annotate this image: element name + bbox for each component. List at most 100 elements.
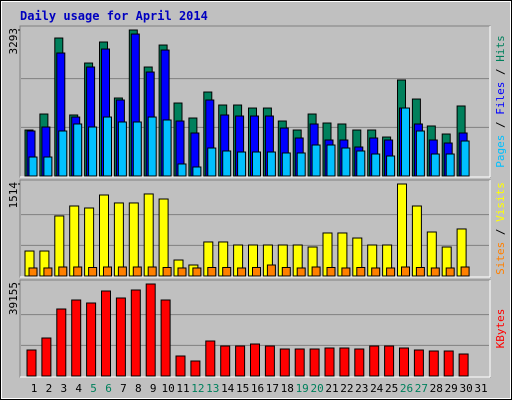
legend-entry: Files bbox=[494, 82, 507, 115]
legend: KBytes bbox=[494, 309, 507, 349]
bar bbox=[401, 107, 410, 177]
bar bbox=[160, 299, 171, 377]
bar bbox=[43, 156, 53, 177]
x-tick-label: 13 bbox=[206, 382, 219, 395]
x-tick-label: 23 bbox=[355, 382, 368, 395]
bar bbox=[458, 353, 469, 377]
bar bbox=[88, 266, 98, 277]
x-tick-label: 7 bbox=[120, 382, 127, 395]
bar bbox=[117, 121, 127, 177]
x-tick-label: 4 bbox=[75, 382, 82, 395]
legend-entry: Visits bbox=[494, 182, 507, 222]
legend: Sites / Visits bbox=[494, 182, 507, 275]
bar bbox=[296, 152, 306, 177]
bar bbox=[235, 345, 246, 377]
bar bbox=[401, 266, 410, 277]
x-tick-label: 2 bbox=[46, 382, 53, 395]
x-tick-label: 29 bbox=[445, 382, 458, 395]
bar bbox=[294, 348, 305, 377]
legend-entry: KBytes bbox=[494, 309, 507, 349]
bar bbox=[207, 147, 217, 177]
bar bbox=[415, 130, 425, 177]
bar bbox=[237, 267, 247, 277]
bar bbox=[158, 198, 169, 277]
bar bbox=[205, 340, 216, 377]
bar bbox=[88, 126, 98, 177]
x-tick-label: 1 bbox=[31, 382, 38, 395]
legend-entry: Hits bbox=[494, 35, 507, 62]
bar bbox=[266, 151, 276, 177]
bar bbox=[354, 348, 365, 377]
bar bbox=[326, 266, 336, 277]
bar bbox=[430, 153, 440, 177]
bar bbox=[130, 289, 141, 377]
x-tick-label: 28 bbox=[430, 382, 443, 395]
bar bbox=[117, 266, 127, 277]
bar bbox=[326, 144, 336, 177]
x-tick-label: 11 bbox=[176, 382, 189, 395]
x-tick-label: 24 bbox=[370, 382, 384, 395]
bar bbox=[386, 155, 396, 177]
x-tick-label: 16 bbox=[251, 382, 264, 395]
bar bbox=[69, 205, 80, 277]
x-tick-label: 27 bbox=[415, 382, 428, 395]
bar bbox=[460, 140, 470, 177]
x-tick-label: 22 bbox=[340, 382, 353, 395]
x-tick-label: 18 bbox=[281, 382, 294, 395]
x-tick-label: 10 bbox=[161, 382, 174, 395]
bar bbox=[428, 350, 439, 377]
legend-entry: Sites bbox=[494, 242, 507, 275]
bar bbox=[311, 266, 321, 277]
bar bbox=[115, 297, 126, 377]
bar bbox=[339, 347, 350, 377]
bar bbox=[128, 202, 139, 277]
x-tick-label: 3 bbox=[60, 382, 67, 395]
bar bbox=[369, 345, 380, 377]
bar bbox=[413, 349, 424, 377]
bar bbox=[162, 119, 172, 177]
bar bbox=[252, 151, 261, 177]
bar bbox=[309, 348, 320, 377]
y-tick-label: 1514 bbox=[7, 182, 20, 209]
bar bbox=[266, 264, 276, 277]
bar bbox=[86, 302, 97, 377]
bar bbox=[28, 267, 38, 277]
bar bbox=[281, 152, 291, 177]
bar bbox=[56, 308, 67, 377]
bar bbox=[147, 266, 157, 277]
legend-separator: / bbox=[494, 62, 507, 82]
bar bbox=[397, 183, 407, 277]
x-tick-label: 20 bbox=[310, 382, 323, 395]
x-tick-label: 19 bbox=[296, 382, 309, 395]
bar bbox=[73, 266, 83, 277]
bar bbox=[237, 151, 247, 177]
bar bbox=[460, 266, 470, 277]
bar bbox=[99, 194, 109, 277]
bar bbox=[430, 267, 440, 277]
bar bbox=[264, 345, 275, 377]
y-tick-label: 3293 bbox=[7, 28, 20, 55]
bar bbox=[147, 116, 157, 177]
bar bbox=[296, 267, 306, 277]
bar bbox=[192, 267, 202, 277]
bar bbox=[26, 349, 37, 377]
x-tick-label: 26 bbox=[400, 382, 413, 395]
bar bbox=[177, 163, 187, 177]
bar bbox=[445, 267, 455, 277]
bar bbox=[384, 345, 395, 377]
bar bbox=[43, 267, 53, 277]
x-tick-label: 9 bbox=[150, 382, 157, 395]
bar bbox=[222, 266, 232, 277]
bar bbox=[132, 121, 142, 177]
bar bbox=[371, 153, 381, 177]
bar bbox=[279, 348, 290, 377]
bar bbox=[103, 266, 112, 277]
bar bbox=[324, 347, 335, 377]
legend-entry: Pages bbox=[494, 135, 507, 168]
bar bbox=[190, 360, 201, 377]
x-tick-label: 15 bbox=[236, 382, 249, 395]
bar bbox=[207, 266, 217, 277]
x-tick-label: 30 bbox=[459, 382, 472, 395]
